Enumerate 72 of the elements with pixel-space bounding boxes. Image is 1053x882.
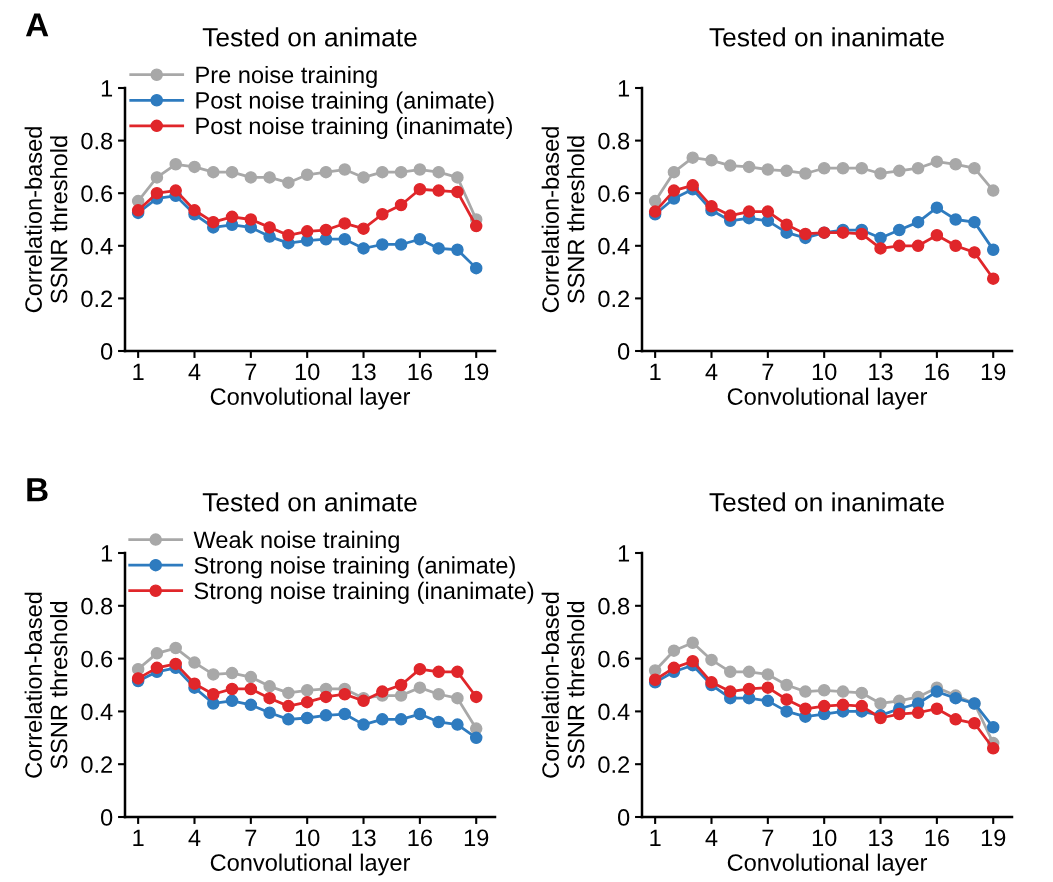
- y-tick-label: 0.4: [598, 703, 630, 721]
- y-tick-label: 0: [100, 809, 113, 826]
- chart-title: Tested on inanimate: [709, 492, 944, 512]
- y-tick-label: 0.2: [81, 756, 113, 773]
- x-tick-label: 1: [650, 363, 661, 380]
- y-tick-label: 1: [101, 545, 113, 562]
- y-tick-label: 0.2: [598, 290, 630, 308]
- x-tick-label: 7: [245, 363, 257, 380]
- y-tick-label: 1: [618, 80, 630, 97]
- x-tick-label: 13: [869, 363, 893, 381]
- y-tick-label: 0.6: [598, 185, 630, 202]
- legend-label: Post noise training (animate): [196, 91, 494, 114]
- x-tick-label: 16: [925, 363, 949, 381]
- y-tick-label: 0.8: [598, 132, 630, 150]
- x-tick-label: 19: [981, 363, 1006, 381]
- y-axis-title: Correlation-based SSNR threshold: [24, 127, 68, 313]
- x-tick-label: 16: [925, 829, 949, 847]
- x-axis-title: Convolutional layer: [727, 387, 928, 410]
- y-tick-label: 0.8: [81, 132, 113, 150]
- x-tick-label: 19: [464, 829, 489, 847]
- x-tick-label: 1: [650, 829, 661, 846]
- x-tick-label: 19: [464, 363, 489, 381]
- x-tick-label: 7: [245, 829, 257, 846]
- x-tick-label: 13: [352, 829, 376, 847]
- x-tick-label: 13: [352, 363, 376, 381]
- x-tick-label: 1: [133, 363, 144, 380]
- y-tick-label: 1: [101, 80, 113, 97]
- y-tick-label: 0: [617, 809, 630, 826]
- text: B: [27, 478, 48, 502]
- x-tick-label: 4: [188, 363, 201, 380]
- x-tick-label: 13: [869, 829, 893, 847]
- legend-label: Weak noise training: [193, 530, 399, 553]
- y-tick-label: 0.6: [81, 650, 113, 668]
- x-tick-label: 4: [188, 829, 201, 846]
- y-tick-label: 0.4: [81, 237, 113, 255]
- text: A: [25, 13, 49, 37]
- x-axis-title: Convolutional layer: [210, 387, 411, 410]
- x-tick-label: 10: [812, 829, 837, 847]
- y-tick-label: 0: [100, 343, 113, 360]
- chart-title: Tested on animate: [202, 27, 417, 47]
- x-tick-label: 1: [133, 829, 144, 846]
- x-tick-label: 10: [295, 829, 320, 847]
- y-tick-label: 0.6: [598, 650, 630, 668]
- x-axis-title: Convolutional layer: [210, 853, 411, 876]
- chart-title: Tested on animate: [202, 492, 417, 512]
- y-tick-label: 0.2: [598, 756, 630, 773]
- y-tick-label: 0.2: [81, 290, 113, 308]
- x-tick-label: 19: [981, 829, 1006, 847]
- legend-label: Strong noise training (animate): [194, 556, 515, 579]
- y-tick-label: 0.6: [81, 185, 113, 202]
- y-axis-title: Correlation-based SSNR threshold: [24, 592, 68, 778]
- x-tick-label: 16: [408, 363, 432, 381]
- x-tick-label: 4: [705, 829, 718, 846]
- legend-label: Strong noise training (inanimate): [194, 581, 534, 604]
- legend-label: Pre noise training: [196, 65, 377, 88]
- x-tick-label: 16: [408, 829, 432, 847]
- y-tick-label: 0: [617, 343, 630, 360]
- legend-label: Post noise training (inanimate): [196, 116, 512, 139]
- y-tick-label: 1: [618, 545, 630, 562]
- x-tick-label: 7: [762, 363, 774, 380]
- y-tick-label: 0.8: [81, 597, 113, 615]
- y-tick-label: 0.4: [598, 237, 630, 255]
- y-tick-label: 0.4: [81, 703, 113, 721]
- x-tick-label: 10: [812, 363, 837, 381]
- y-axis-title: Correlation-based SSNR threshold: [541, 592, 585, 778]
- x-tick-label: 4: [705, 363, 718, 380]
- x-axis-title: Convolutional layer: [727, 853, 928, 876]
- x-tick-label: 10: [295, 363, 320, 381]
- y-axis-title: Correlation-based SSNR threshold: [541, 127, 585, 313]
- chart-title: Tested on inanimate: [709, 27, 944, 47]
- x-tick-label: 7: [762, 829, 774, 846]
- y-tick-label: 0.8: [598, 597, 630, 615]
